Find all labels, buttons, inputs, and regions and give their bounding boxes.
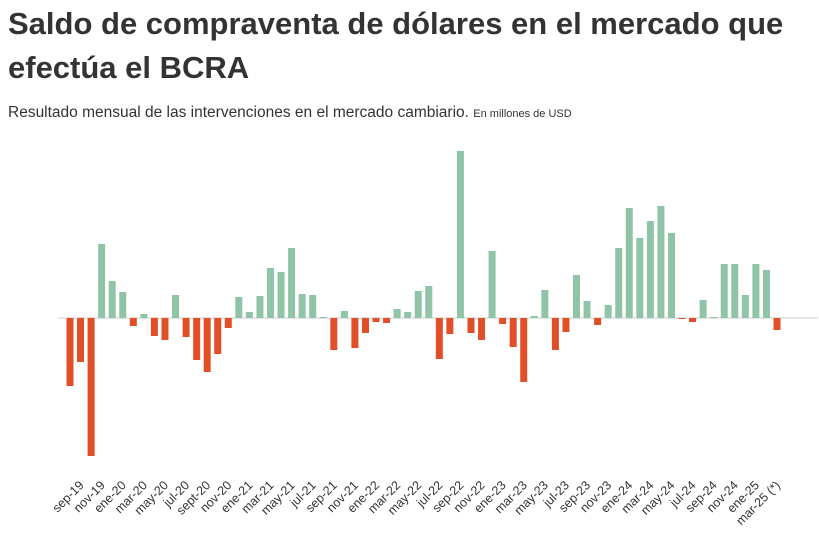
bar [625,208,633,318]
bar [467,318,475,333]
bar [361,318,369,333]
bar [119,292,127,318]
bar [720,264,728,318]
bar [393,309,401,318]
bar [425,286,433,318]
bar [488,251,496,318]
bar [351,318,359,348]
bar [372,318,380,322]
bar [678,318,686,319]
bar [456,151,464,318]
bar [689,318,697,322]
bar [203,318,211,372]
bar [636,238,644,318]
bar [573,275,581,318]
bar [741,295,749,318]
bar [235,297,243,318]
bar [340,311,348,318]
bar [161,318,169,340]
unit-note: En millones de USD [473,108,572,120]
bar [478,318,486,340]
bar [446,318,454,334]
bar [330,318,338,350]
bar [193,318,201,360]
bar [150,318,158,336]
bar [731,264,739,318]
bar [435,318,443,359]
bar [182,318,190,337]
bar [667,233,675,318]
bar [77,318,85,362]
subtitle: Resultado mensual de las intervenciones … [8,104,469,121]
bar [414,291,422,318]
bar [129,318,137,326]
bar [520,318,528,382]
bar [140,314,148,318]
bar [699,300,707,318]
bar [224,318,232,328]
bar [752,264,760,318]
bar [646,221,654,318]
bar [172,295,180,318]
bar [298,294,306,318]
bar [530,316,538,318]
bar [583,301,591,318]
bar [288,248,296,318]
bar [404,312,412,318]
bar [214,318,222,354]
bar [256,296,264,318]
bar [499,318,507,324]
bar [762,270,770,318]
bar [66,318,74,386]
bar [615,248,623,318]
subtitle-block: Resultado mensual de las intervenciones … [8,104,572,122]
bar [309,295,317,318]
bar [509,318,517,347]
bar [98,244,106,318]
bar [108,281,116,318]
bar [245,312,253,318]
bar [551,318,559,350]
bar [710,317,718,318]
bar [319,317,327,318]
bar [657,206,665,318]
bar [266,268,274,318]
bar [87,318,95,456]
bar [562,318,570,332]
bar [773,318,781,330]
chart-title: Saldo de compraventa de dólares en el me… [8,6,784,85]
bar [594,318,602,325]
bar [277,272,285,318]
bar [604,305,612,318]
bar [383,318,391,323]
bar [541,290,549,318]
